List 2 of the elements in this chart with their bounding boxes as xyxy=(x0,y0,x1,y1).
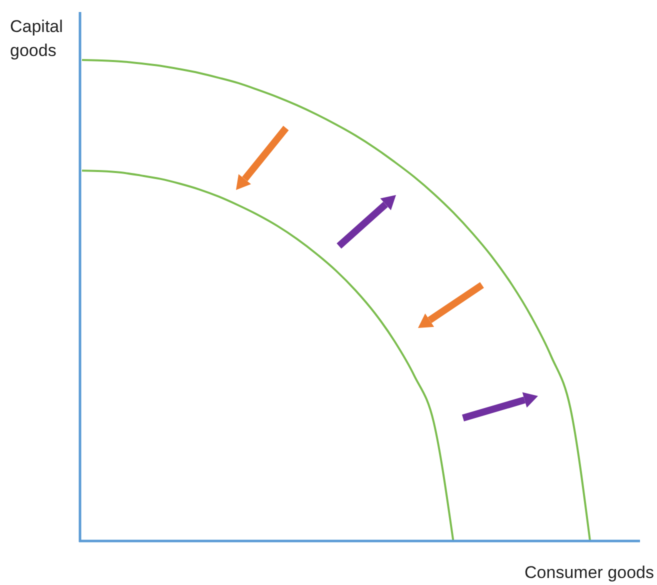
y-axis-title: Capital goods xyxy=(10,17,63,60)
x-axis-title: Consumer goods xyxy=(524,563,654,582)
